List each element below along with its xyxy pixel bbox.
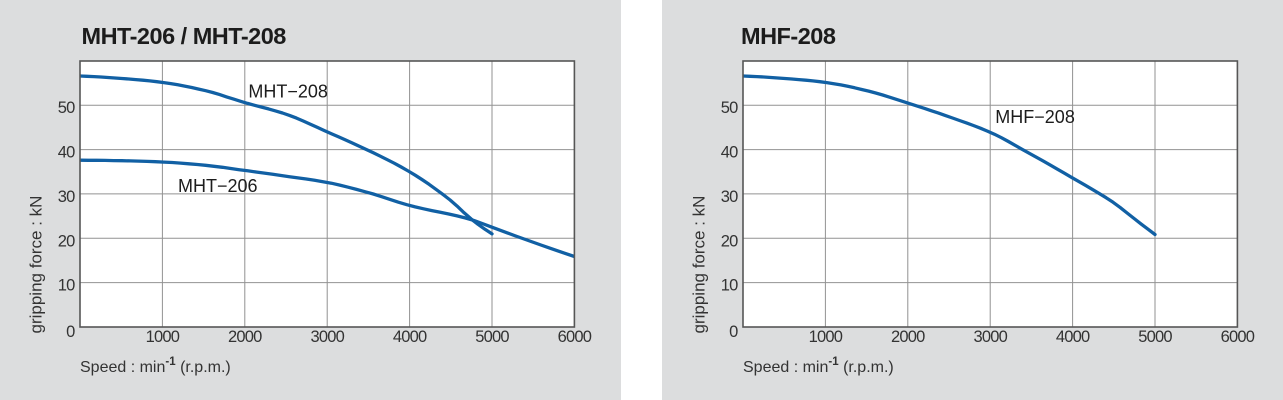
svg-text:MHT−206: MHT−206 [178, 176, 258, 196]
svg-text:3000: 3000 [973, 328, 1007, 346]
svg-text:Speed : min-1 (r.p.m.): Speed : min-1 (r.p.m.) [743, 356, 894, 376]
svg-text:40: 40 [58, 144, 75, 162]
svg-text:5000: 5000 [475, 328, 509, 346]
svg-text:MHT−208: MHT−208 [248, 82, 328, 102]
svg-text:0: 0 [66, 323, 75, 341]
svg-text:gripping force : kN: gripping force : kN [27, 196, 46, 334]
svg-text:10: 10 [721, 277, 738, 295]
svg-text:3000: 3000 [310, 328, 344, 346]
svg-text:4000: 4000 [1056, 328, 1090, 346]
svg-text:50: 50 [58, 99, 75, 117]
svg-text:MHF−208: MHF−208 [995, 107, 1075, 127]
svg-text:6000: 6000 [558, 328, 592, 346]
svg-text:0: 0 [729, 323, 738, 341]
svg-text:MHT-206 / MHT-208: MHT-206 / MHT-208 [82, 23, 287, 49]
svg-text:1000: 1000 [809, 328, 843, 346]
svg-text:2000: 2000 [228, 328, 262, 346]
svg-text:50: 50 [721, 99, 738, 117]
svg-text:Speed : min-1 (r.p.m.): Speed : min-1 (r.p.m.) [80, 356, 231, 376]
svg-text:40: 40 [721, 144, 738, 162]
svg-text:20: 20 [721, 232, 738, 250]
svg-text:MHF-208: MHF-208 [741, 23, 836, 49]
svg-text:1000: 1000 [146, 328, 180, 346]
svg-text:4000: 4000 [393, 328, 427, 346]
svg-text:gripping force : kN: gripping force : kN [690, 196, 709, 334]
svg-text:5000: 5000 [1138, 328, 1172, 346]
svg-text:30: 30 [58, 188, 75, 206]
svg-text:10: 10 [58, 277, 75, 295]
svg-text:30: 30 [721, 188, 738, 206]
svg-text:6000: 6000 [1221, 328, 1255, 346]
svg-text:2000: 2000 [891, 328, 925, 346]
svg-text:20: 20 [58, 232, 75, 250]
